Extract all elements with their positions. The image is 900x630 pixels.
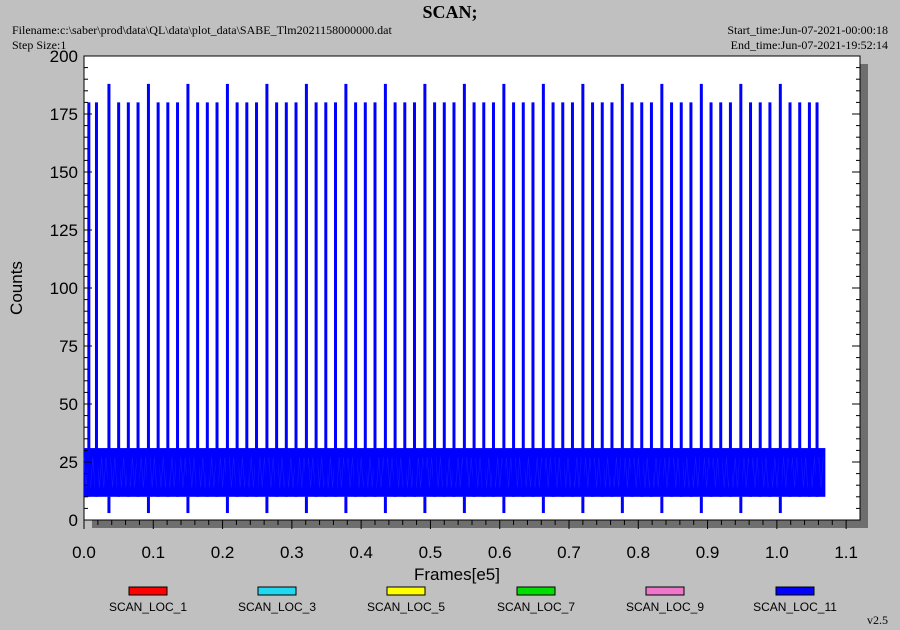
legend-swatch <box>516 586 556 596</box>
y-tick-label: 150 <box>50 163 78 182</box>
legend-swatch <box>128 586 168 596</box>
x-tick-label: 0.6 <box>488 543 512 562</box>
legend-swatch <box>645 586 685 596</box>
y-tick-label: 125 <box>50 221 78 240</box>
x-tick-label: 0.7 <box>557 543 581 562</box>
end-time-label: End_time:Jun-07-2021-19:52:14 <box>730 38 888 52</box>
x-tick-label: 0.1 <box>141 543 165 562</box>
y-tick-label: 75 <box>59 337 78 356</box>
start-time-label: Start_time:Jun-07-2021-00:00:18 <box>727 23 888 37</box>
legend-item-scan-loc-3: SCAN_LOC_3 <box>238 586 316 614</box>
legend-item-scan-loc-9: SCAN_LOC_9 <box>626 586 704 614</box>
x-tick-label: 0.0 <box>72 543 96 562</box>
legend-item-scan-loc-5: SCAN_LOC_5 <box>367 586 445 614</box>
y-tick-label: 100 <box>50 279 78 298</box>
y-axis-label: Counts <box>7 261 26 315</box>
x-axis-label: Frames[e5] <box>414 565 500 584</box>
legend-label: SCAN_LOC_3 <box>238 600 316 614</box>
x-tick-label: 0.2 <box>211 543 235 562</box>
y-tick-label: 175 <box>50 105 78 124</box>
x-tick-label: 1.1 <box>834 543 858 562</box>
x-tick-label: 1.0 <box>765 543 789 562</box>
legend-swatch <box>386 586 426 596</box>
y-tick-label: 25 <box>59 453 78 472</box>
legend-label: SCAN_LOC_9 <box>626 600 704 614</box>
y-tick-label: 50 <box>59 395 78 414</box>
legend-label: SCAN_LOC_5 <box>367 600 445 614</box>
legend-swatch <box>257 586 297 596</box>
chart-title: SCAN; <box>422 2 478 22</box>
legend-label: SCAN_LOC_7 <box>497 600 575 614</box>
y-tick-label: 200 <box>50 47 78 66</box>
version-label: v2.5 <box>867 613 888 627</box>
x-tick-label: 0.5 <box>419 543 443 562</box>
y-tick-label: 0 <box>69 511 78 530</box>
legend-swatch <box>775 586 815 596</box>
x-tick-label: 0.4 <box>349 543 373 562</box>
legend-item-scan-loc-1: SCAN_LOC_1 <box>109 586 187 614</box>
legend-item-scan-loc-11: SCAN_LOC_11 <box>753 586 837 614</box>
series-scan-loc-11 <box>83 83 826 514</box>
x-tick-label: 0.3 <box>280 543 304 562</box>
legend-label: SCAN_LOC_11 <box>753 600 837 614</box>
step-size-label: Step Size:1 <box>12 38 67 52</box>
legend-label: SCAN_LOC_1 <box>109 600 187 614</box>
x-tick-label: 0.9 <box>696 543 720 562</box>
filename-label: Filename:c:\saber\prod\data\QL\data\plot… <box>12 23 392 37</box>
legend-item-scan-loc-7: SCAN_LOC_7 <box>497 586 575 614</box>
x-tick-label: 0.8 <box>626 543 650 562</box>
